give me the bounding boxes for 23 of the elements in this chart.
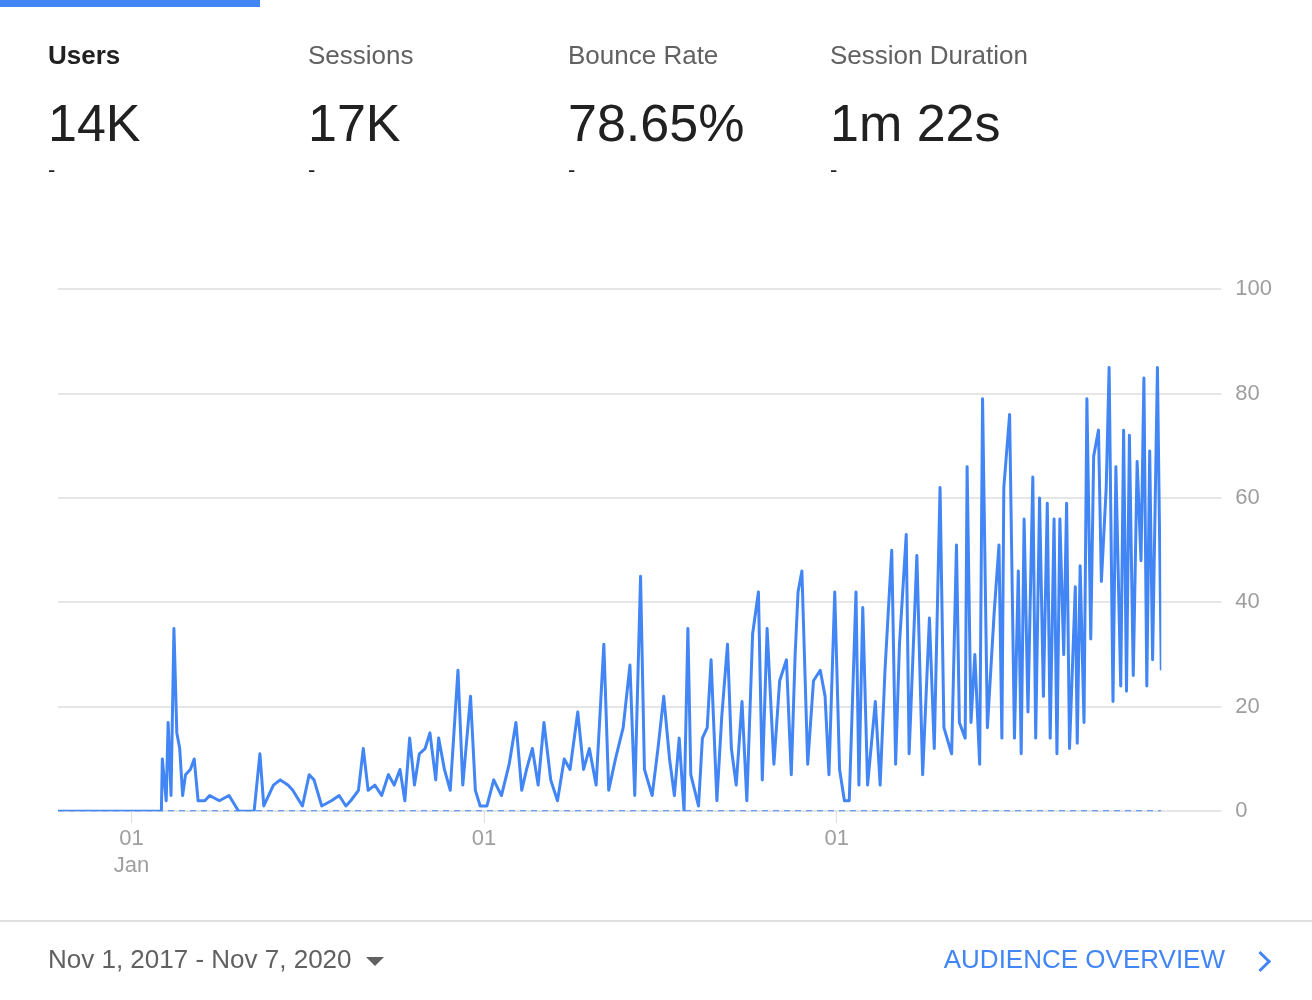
text: - — [308, 157, 317, 183]
text: 78.65% — [568, 93, 745, 153]
text: Nov 1, 2017 - Nov 7, 2020 — [48, 944, 352, 974]
y-tick-label: 40 — [1235, 588, 1260, 614]
text: Bounce Rate — [568, 40, 720, 71]
text: - — [568, 157, 577, 183]
y-tick-label: 20 — [1235, 692, 1260, 718]
x-tick-label: 01 Jan — [113, 825, 150, 877]
y-tick-label: 100 — [1235, 275, 1273, 301]
text: Sessions — [308, 40, 414, 71]
y-tick-label: 60 — [1235, 484, 1260, 510]
text: 14K — [48, 93, 141, 153]
x-tick-label: 01 — [824, 825, 849, 851]
text: Session Duration — [830, 40, 1028, 71]
x-tick-label: 01 — [471, 825, 497, 851]
text: - — [48, 157, 57, 183]
y-tick-label: 0 — [1235, 797, 1248, 823]
text: Users — [48, 40, 122, 71]
text: 1m 22s — [830, 93, 1002, 153]
text: AUDIENCE OVERVIEW — [943, 944, 1225, 974]
text: - — [830, 157, 839, 183]
y-tick-label: 80 — [1235, 379, 1260, 405]
text: 17K — [308, 93, 402, 153]
